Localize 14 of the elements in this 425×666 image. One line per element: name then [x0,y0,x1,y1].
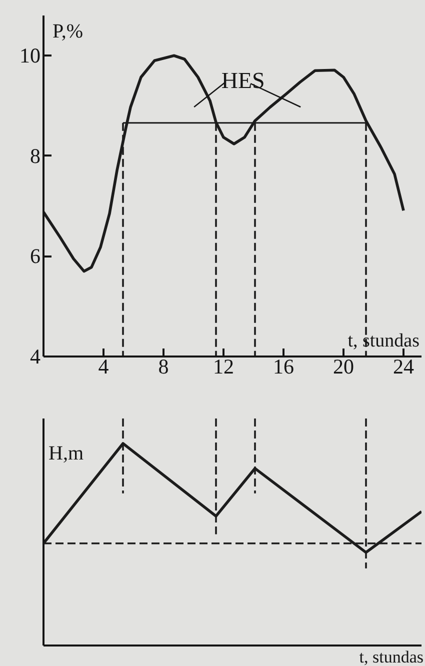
x-axis-title: t, stundas [348,330,420,352]
annotation: HES [221,68,265,93]
x-tick-label: 4 [98,354,110,378]
y-axis-title: P,% [52,20,84,42]
x-tick-label: 24 [393,354,414,378]
y-tick-label: 6 [30,244,40,268]
y-tick-label: 10 [20,44,40,68]
y-axis-title: H,m [48,442,84,464]
x-tick-label: 16 [273,354,294,378]
x-tick-label: 20 [333,354,354,378]
x-axis-title: t, stundas [359,648,424,666]
y-tick-label: 8 [30,144,40,168]
x-tick-label: 12 [213,354,234,378]
x-tick-label: 8 [158,354,169,378]
